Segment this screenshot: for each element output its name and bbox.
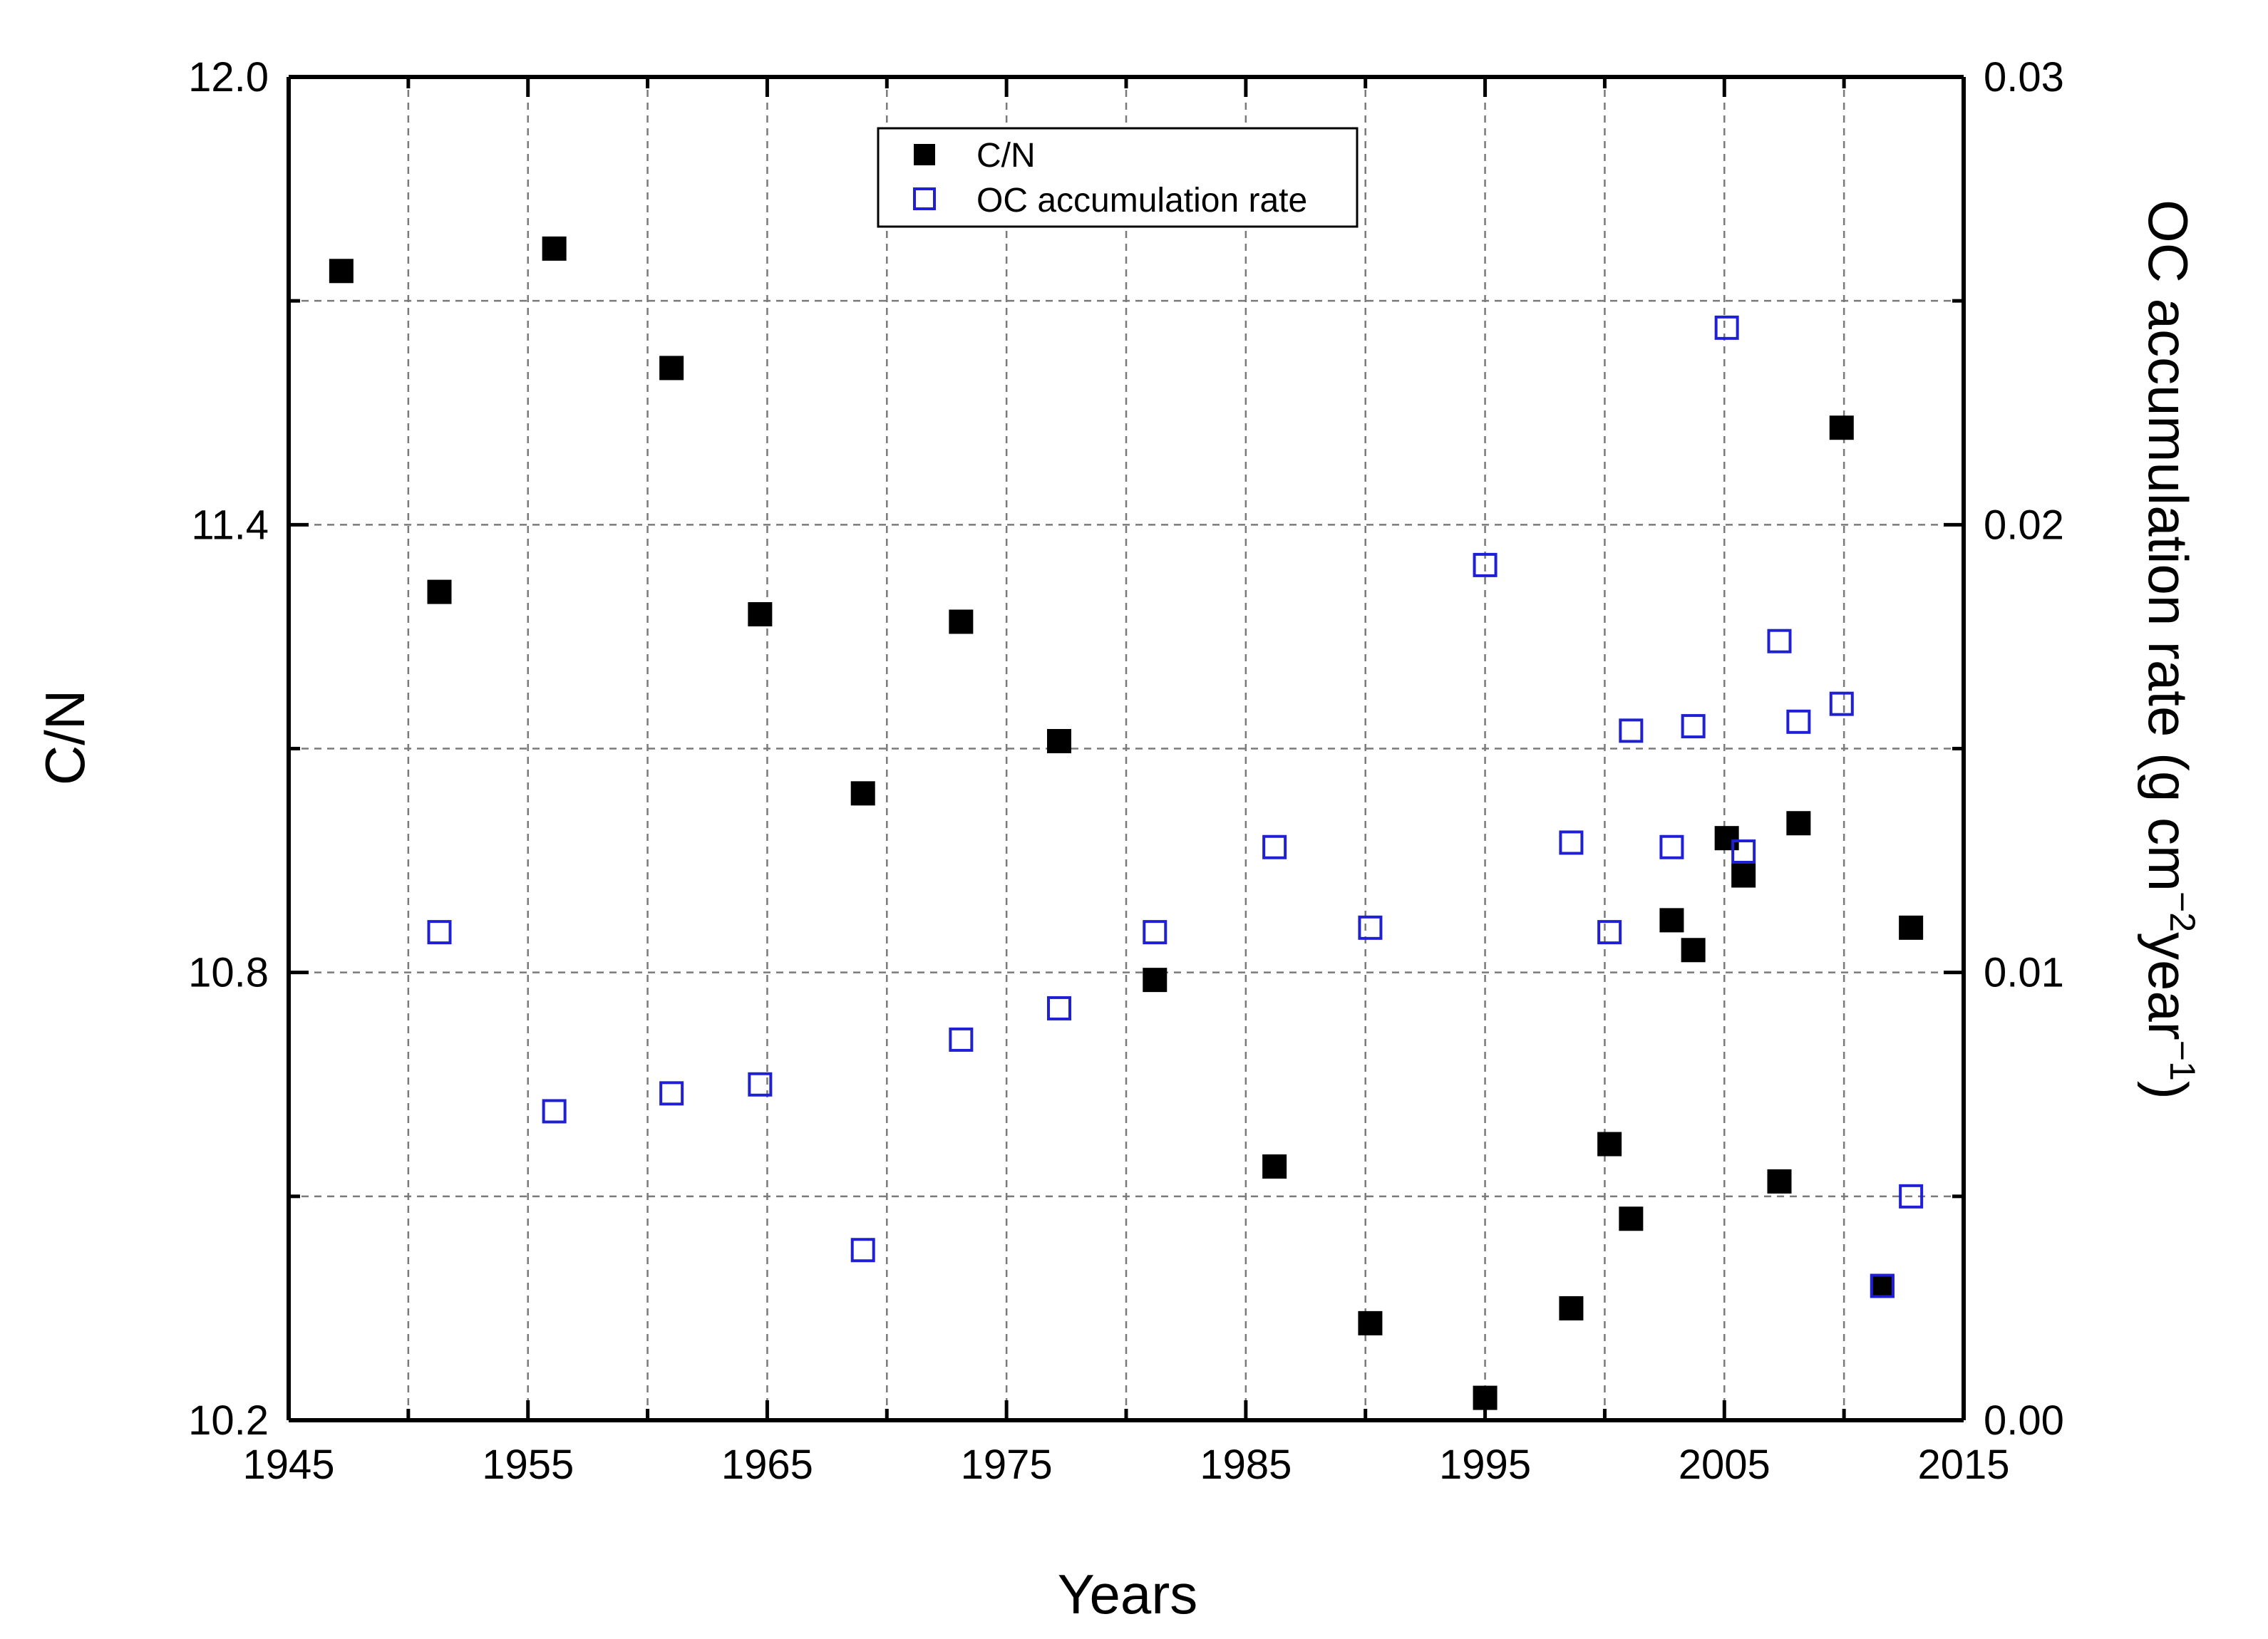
cn-data-point: [659, 356, 684, 381]
legend-marker-cn: [914, 144, 935, 165]
oc-data-point: [1714, 315, 1739, 340]
cn-data-point: [1619, 1206, 1644, 1231]
x-tick-label: 1945: [242, 1442, 334, 1488]
y-tick-label: 12.0: [188, 54, 269, 100]
oc-data-point: [542, 1099, 567, 1124]
x-tick-label: 1965: [721, 1442, 813, 1488]
x-tick-label: 1985: [1200, 1442, 1292, 1488]
axes: [287, 75, 1966, 1422]
y2-tick-label: 0.02: [1984, 502, 2064, 548]
y2-tick-label: 0.01: [1984, 950, 2064, 996]
cn-data-point: [1786, 811, 1811, 836]
cn-data-point: [1597, 1132, 1622, 1157]
oc-data-point: [1870, 1273, 1895, 1298]
cn-data-point: [949, 609, 974, 634]
y2-axis-title-main: OC accumulation rate (g cm: [2137, 200, 2200, 891]
cn-data-point: [1870, 1273, 1895, 1298]
cn-data-point: [1262, 1154, 1287, 1179]
cn-data-point: [1473, 1385, 1498, 1410]
oc-data-point: [659, 1081, 684, 1106]
oc-data-point: [850, 1238, 875, 1263]
oc-data-point: [1143, 920, 1167, 945]
oc-series: [427, 315, 1924, 1298]
x-tick-label: 2015: [1917, 1442, 2009, 1488]
oc-data-point: [1559, 830, 1584, 855]
y2-axis-title-end: ): [2137, 1081, 2200, 1100]
oc-data-point: [1047, 996, 1071, 1020]
tick-labels: 1945 1955 1965 1975 1985 1995 2005 2015 10.2 10.8…: [188, 54, 2064, 1488]
x-axis-title: Years: [1058, 1563, 1198, 1625]
x-tick-label: 1975: [961, 1442, 1053, 1488]
oc-data-point: [1731, 839, 1756, 864]
y2-axis-title-sup1: −2: [2163, 891, 2202, 932]
legend-marker-oc: [913, 187, 936, 210]
cn-data-point: [748, 602, 773, 626]
oc-data-point: [1473, 552, 1498, 577]
oc-data-point: [1767, 629, 1792, 653]
oc-data-point: [748, 1072, 773, 1097]
oc-data-point: [1358, 915, 1383, 940]
cn-data-point: [1731, 863, 1756, 888]
y2-axis-title: OC accumulation rate (g cm−2year−1): [2137, 200, 2202, 1100]
cn-series: [329, 236, 1924, 1410]
y-axis-title: C/N: [33, 690, 96, 785]
cn-data-point: [1659, 908, 1684, 933]
oc-data-point: [1829, 691, 1854, 716]
cn-data-point: [542, 236, 567, 261]
oc-data-point: [1597, 920, 1622, 945]
oc-data-point: [1899, 1184, 1924, 1209]
cn-data-point: [1829, 415, 1854, 440]
cn-data-point: [1681, 938, 1706, 963]
y2-axis-title-sup2: −1: [2163, 1040, 2202, 1081]
y2-tick-label: 0.00: [1984, 1397, 2064, 1444]
cn-data-point: [1559, 1296, 1584, 1320]
x-tick-label: 1955: [482, 1442, 574, 1488]
oc-data-point: [1786, 709, 1811, 734]
cn-data-point: [329, 259, 354, 284]
legend-label-cn: C/N: [976, 137, 1036, 175]
cn-data-point: [1047, 729, 1071, 754]
y-tick-label: 10.2: [188, 1397, 269, 1444]
cn-data-point: [1714, 826, 1739, 851]
legend-box: [877, 127, 1359, 228]
oc-data-point: [1681, 714, 1706, 739]
cn-data-point: [850, 781, 875, 806]
oc-data-point: [427, 920, 452, 945]
y2-axis-title-mid: year: [2137, 932, 2200, 1040]
y2-tick-label: 0.03: [1984, 54, 2064, 100]
x-tick-label: 1995: [1439, 1442, 1531, 1488]
cn-data-point: [1767, 1169, 1792, 1194]
grid-lines: [289, 77, 1964, 1420]
cn-data-point: [1358, 1310, 1383, 1335]
oc-data-point: [1262, 834, 1287, 859]
cn-data-point: [1143, 968, 1167, 993]
y-tick-label: 10.8: [188, 950, 269, 996]
y-tick-label: 11.4: [191, 502, 269, 548]
legend-label-oc: OC accumulation rate: [976, 182, 1307, 219]
legend: C/N OC accumulation rate: [877, 127, 1359, 228]
cn-data-point: [1899, 915, 1924, 940]
oc-data-point: [1659, 834, 1684, 859]
oc-data-point: [949, 1027, 974, 1052]
x-tick-label: 2005: [1679, 1442, 1770, 1488]
cn-data-point: [427, 579, 452, 604]
oc-data-point: [1619, 718, 1644, 743]
